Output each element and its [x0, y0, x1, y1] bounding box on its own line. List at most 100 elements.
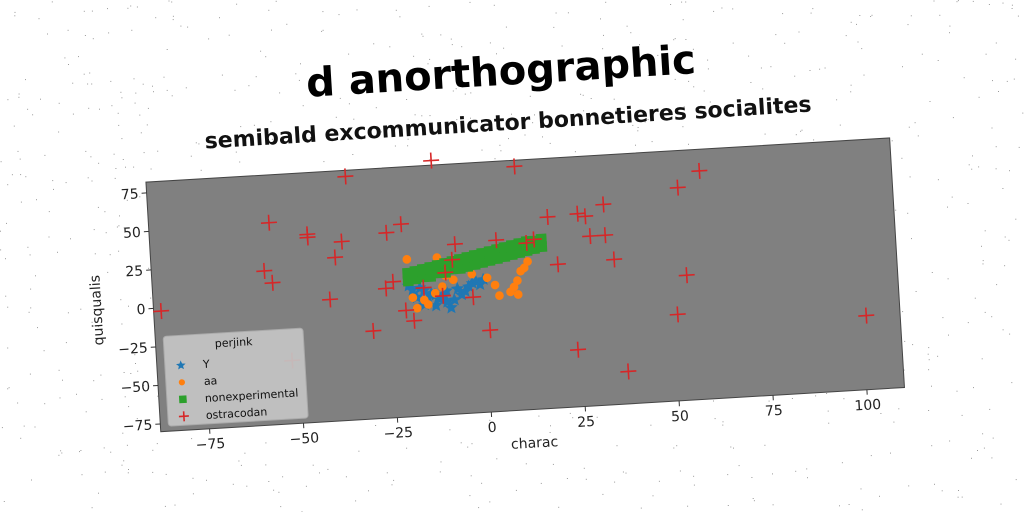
data-point-plus-v: [384, 280, 388, 297]
speckle-dot: [1004, 265, 1006, 267]
speckle-dot: [542, 136, 543, 138]
y-axis-label: quisqualis: [87, 275, 107, 346]
speckle-dot: [135, 363, 136, 364]
speckle-dot: [300, 63, 301, 65]
speckle-dot: [44, 403, 46, 405]
speckle-dot: [902, 311, 904, 313]
series-ostracodan: [153, 152, 875, 380]
speckle-dot: [800, 130, 802, 132]
speckle-dot: [991, 127, 993, 129]
speckle-dot: [17, 150, 19, 152]
speckle-dot: [703, 90, 705, 92]
speckle-dot: [397, 127, 399, 129]
speckle-dot: [801, 129, 803, 131]
speckle-dot: [890, 452, 891, 454]
speckle-dot: [1004, 236, 1006, 238]
speckle-dot: [51, 1, 53, 3]
speckle-dot: [983, 447, 985, 449]
speckle-dot: [566, 478, 568, 479]
speckle-dot: [172, 19, 174, 21]
data-point-circle: [490, 280, 500, 290]
speckle-dot: [625, 472, 627, 474]
speckle-dot: [103, 447, 105, 449]
speckle-dot: [192, 477, 194, 479]
speckle-dot: [43, 350, 45, 352]
data-point-plus-v: [532, 231, 536, 248]
speckle-dot: [8, 387, 10, 389]
speckle-dot: [275, 0, 277, 2]
speckle-dot: [248, 85, 250, 87]
speckle-dot: [977, 450, 978, 451]
speckle-dot: [305, 485, 307, 487]
speckle-dot: [157, 150, 159, 152]
speckle-dot: [510, 120, 512, 122]
speckle-dot: [97, 301, 98, 303]
speckle-dot: [321, 30, 323, 32]
speckle-dot: [139, 196, 141, 198]
legend-marker-star: [175, 360, 186, 370]
data-point-plus-v: [676, 306, 679, 323]
data-point-plus: [365, 322, 382, 339]
speckle-dot: [375, 425, 377, 426]
speckle-dot: [78, 56, 79, 58]
speckle-dot: [778, 106, 780, 108]
speckle-dot: [85, 150, 87, 152]
speckle-dot: [682, 19, 684, 21]
speckle-dot: [561, 45, 563, 47]
speckle-dot: [713, 10, 715, 12]
data-point-plus: [569, 205, 586, 222]
speckle-dot: [120, 91, 122, 93]
speckle-dot: [752, 498, 754, 499]
speckle-dot: [984, 230, 986, 232]
speckle-dot: [44, 154, 46, 156]
speckle-dot: [399, 16, 401, 18]
data-point-star: [439, 283, 453, 297]
speckle-dot: [87, 83, 89, 85]
speckle-dot: [140, 132, 142, 134]
speckle-dot: [594, 75, 596, 77]
speckle-dot: [524, 134, 526, 136]
speckle-dot: [1006, 80, 1008, 82]
speckle-dot: [323, 161, 325, 163]
chart-marks: [153, 152, 875, 380]
speckle-dot: [828, 422, 830, 424]
speckle-dot: [428, 5, 430, 7]
speckle-dot: [7, 184, 9, 186]
speckle-dot: [632, 124, 634, 126]
speckle-dot: [590, 98, 592, 99]
data-point-plus: [437, 264, 454, 281]
speckle-dot: [355, 500, 357, 502]
speckle-dot: [963, 77, 965, 79]
speckle-dot: [391, 484, 393, 486]
speckle-dot: [670, 4, 672, 5]
speckle-dot: [348, 53, 350, 55]
data-point-plus-v: [576, 205, 579, 222]
speckle-dot: [40, 98, 41, 100]
speckle-dot: [911, 238, 912, 240]
speckle-dot: [634, 50, 636, 52]
speckle-dot: [652, 495, 654, 497]
speckle-dot: [550, 425, 551, 427]
speckle-dot: [353, 118, 355, 120]
speckle-dot: [992, 437, 994, 439]
speckle-dot: [99, 108, 100, 110]
speckle-dot: [967, 203, 969, 204]
speckle-dot: [118, 124, 120, 126]
speckle-dot: [681, 1, 683, 3]
speckle-dot: [914, 122, 916, 124]
speckle-dot: [389, 46, 391, 48]
speckle-dot: [121, 464, 123, 466]
speckle-dot: [14, 15, 16, 17]
speckle-dot: [345, 476, 347, 478]
data-point-plus-v: [525, 234, 528, 252]
speckle-dot: [439, 471, 441, 473]
speckle-dot: [5, 258, 6, 260]
speckle-dot: [67, 312, 69, 314]
speckle-dot: [271, 29, 272, 31]
speckle-dot: [191, 438, 193, 440]
speckle-dot: [121, 138, 123, 140]
speckle-dot: [406, 447, 408, 449]
speckle-dot: [119, 215, 120, 217]
speckle-dot: [236, 3, 238, 5]
